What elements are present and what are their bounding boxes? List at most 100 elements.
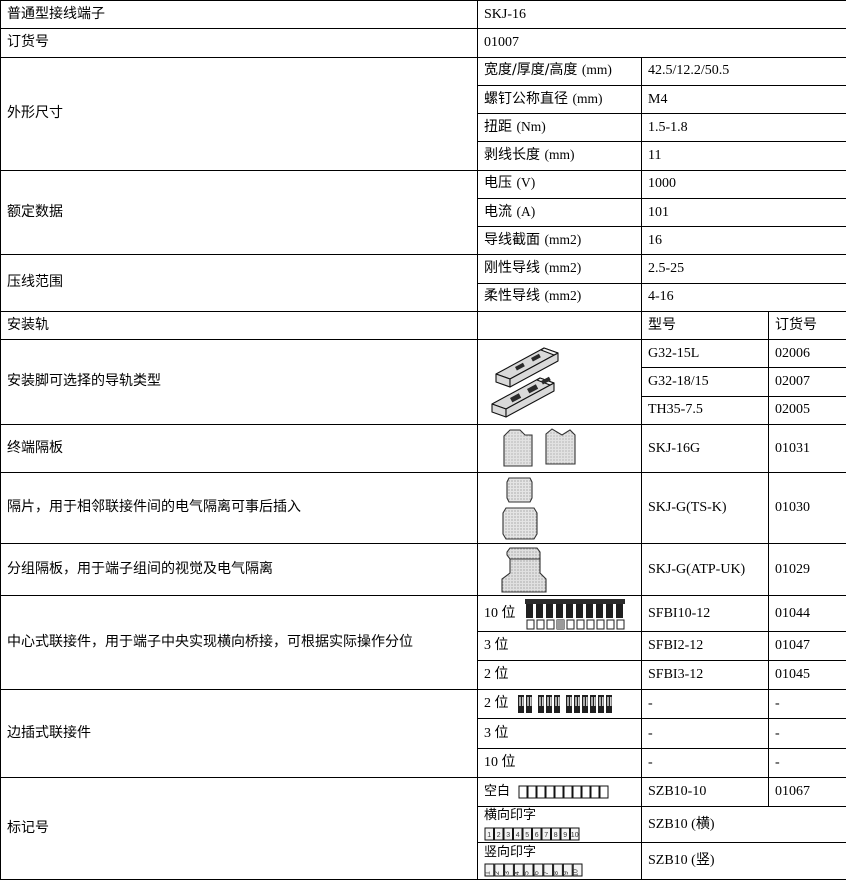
svg-text:4: 4 (516, 832, 520, 839)
table-row: 10 位 - - (1, 747, 846, 778)
svg-text:5: 5 (525, 832, 529, 839)
mounting-rail-label: 安装轨 (0, 310, 478, 341)
side-jumper-positions-0: 2 位 (484, 696, 509, 712)
side-jumper-positions-1: 3 位 (484, 725, 509, 741)
product-name-label: 普通型接线端子 (0, 0, 478, 30)
marker-group-label: 标记号 (0, 776, 478, 880)
rail-model-1: G32-18/15 (641, 367, 769, 397)
rail-order-2: 02005 (767, 395, 846, 425)
dimension-value-1: M4 (640, 84, 846, 115)
table-row: 3 位 - - (1, 718, 846, 749)
end-plate-illustration (477, 423, 642, 474)
table-row: 柔性导线 (mm2) 4-16 (1, 282, 846, 312)
end-plate-icon (484, 426, 599, 470)
end-plate-order: 01031 (767, 423, 846, 474)
marker-kind-2: 竖向印字 (484, 844, 537, 860)
table-row: 订货号 01007 (0, 28, 846, 58)
svg-text:8: 8 (553, 871, 560, 875)
table-row: 中心式联接件，用于端子中央实现横向桥接，可根据实际操作分位 10 位 (0, 595, 846, 691)
dimension-param-3: 剥线长度 (mm) (477, 141, 642, 171)
partition-model: SKJ-G(TS-K) (641, 472, 769, 544)
table-row: 边插式联接件 2 位 (0, 689, 846, 778)
rail-order-1: 02007 (767, 367, 846, 397)
dimension-value-3: 11 (640, 141, 846, 171)
clamping-value-1: 4-16 (640, 282, 846, 312)
table-row: 终端隔板 SKJ-16G (0, 423, 846, 474)
mounting-rail-blank-cell (477, 310, 642, 341)
table-row: 导线截面 (mm2) 16 (1, 225, 846, 256)
rated-param-1: 电流 (A) (477, 197, 642, 228)
svg-text:8: 8 (554, 832, 558, 839)
din-rail-icon (484, 344, 594, 420)
marker-kind-1: 横向印字 (484, 808, 537, 824)
svg-text:7: 7 (544, 832, 548, 839)
svg-text:2: 2 (494, 871, 501, 875)
table-row: 扭距 (Nm) 1.5-1.8 (1, 112, 846, 143)
table-row: 3 位 SFBI2-12 01047 (1, 630, 846, 661)
svg-text:3: 3 (504, 871, 511, 875)
table-row: 压线范围 刚性导线 (mm2) 2.5-25 (0, 254, 846, 312)
rated-param-0: 电压 (V) (477, 169, 642, 199)
clamping-group-label: 压线范围 (0, 254, 478, 312)
table-row: 额定数据 电压 (V) 1000 (0, 169, 846, 256)
rail-model-0: G32-15L (641, 338, 769, 369)
rail-order-0: 02006 (767, 338, 846, 369)
table-row: 普通型接线端子 SKJ-16 (0, 0, 846, 30)
dimension-value-2: 1.5-1.8 (640, 112, 846, 143)
center-jumper-positions-2: 2 位 (484, 667, 509, 683)
side-jumper-order-2: - (767, 747, 846, 778)
partition-illustration (477, 472, 642, 544)
center-jumper-positions-cell-2: 2 位 (477, 659, 642, 691)
table-row: TH35-7.5 02005 (1, 395, 846, 425)
partition-icon (484, 474, 599, 542)
center-jumper-group-label: 中心式联接件，用于端子中央实现横向桥接，可根据实际操作分位 (0, 595, 478, 691)
marker-order-0: 01067 (767, 776, 846, 808)
marker-strip-vertical-icon: 1 2 3 4 5 6 7 8 9 10 (484, 862, 584, 878)
table-row: 安装脚可选择的导轨类型 (0, 338, 846, 425)
table-row: 螺钉公称直径 (mm) M4 (1, 84, 846, 115)
svg-text:7: 7 (543, 871, 550, 875)
table-row: G32-18/15 02007 (1, 367, 846, 397)
product-name-value: SKJ-16 (476, 0, 846, 30)
marker-model-2: SZB10 (竖) (640, 842, 846, 880)
din-rail-illustration (477, 339, 642, 425)
svg-text:9: 9 (563, 832, 567, 839)
table-row: 安装轨 型号 订货号 (0, 310, 846, 341)
dimension-param-2: 扭距 (Nm) (477, 112, 642, 143)
svg-text:5: 5 (524, 871, 531, 875)
rail-types-group-label: 安装脚可选择的导轨类型 (0, 339, 478, 425)
side-jumper-positions-2: 10 位 (484, 754, 516, 770)
rated-param-2: 导线截面 (mm2) (477, 225, 642, 256)
rated-value-0: 1000 (640, 169, 846, 199)
center-jumper-order-0: 01044 (767, 595, 846, 632)
marker-model-0: SZB10-10 (641, 776, 769, 808)
group-partition-group-label: 分组隔板，用于端子组间的视觉及电气隔离 (0, 542, 478, 597)
svg-text:3: 3 (506, 832, 510, 839)
rated-group-label: 额定数据 (0, 169, 478, 256)
svg-text:6: 6 (535, 832, 539, 839)
product-order-value: 01007 (476, 28, 846, 58)
dimensions-group-label: 外形尺寸 (0, 56, 478, 171)
dimension-param-1: 螺钉公称直径 (mm) (477, 84, 642, 115)
rated-value-2: 16 (640, 225, 846, 256)
center-jumper-model-2: SFBI3-12 (641, 659, 769, 691)
side-jumper-illustration: 2 位 (477, 689, 642, 720)
end-plate-model: SKJ-16G (641, 423, 769, 474)
table-row: 隔片，用于相邻联接件间的电气隔离可事后插入 (0, 472, 846, 544)
table-row: 标记号 空白 SZB10-10 01067 (0, 776, 846, 880)
center-jumper-positions-cell-1: 3 位 (477, 630, 642, 661)
marker-strip-vertical: 竖向印字 1 2 3 4 5 (477, 842, 642, 880)
side-jumper-comb-icon (516, 693, 622, 715)
svg-text:10: 10 (571, 832, 579, 839)
end-plate-group-label: 终端隔板 (0, 423, 478, 474)
table-row: 2 位 SFBI3-12 01045 (1, 659, 846, 691)
center-jumper-model-0: SFBI10-12 (641, 595, 769, 632)
product-order-label: 订货号 (0, 28, 478, 58)
side-jumper-order-1: - (767, 718, 846, 749)
side-jumper-group-label: 边插式联接件 (0, 689, 478, 778)
svg-text:9: 9 (563, 871, 570, 875)
rated-value-1: 101 (640, 197, 846, 228)
side-jumper-model-2: - (641, 747, 769, 778)
